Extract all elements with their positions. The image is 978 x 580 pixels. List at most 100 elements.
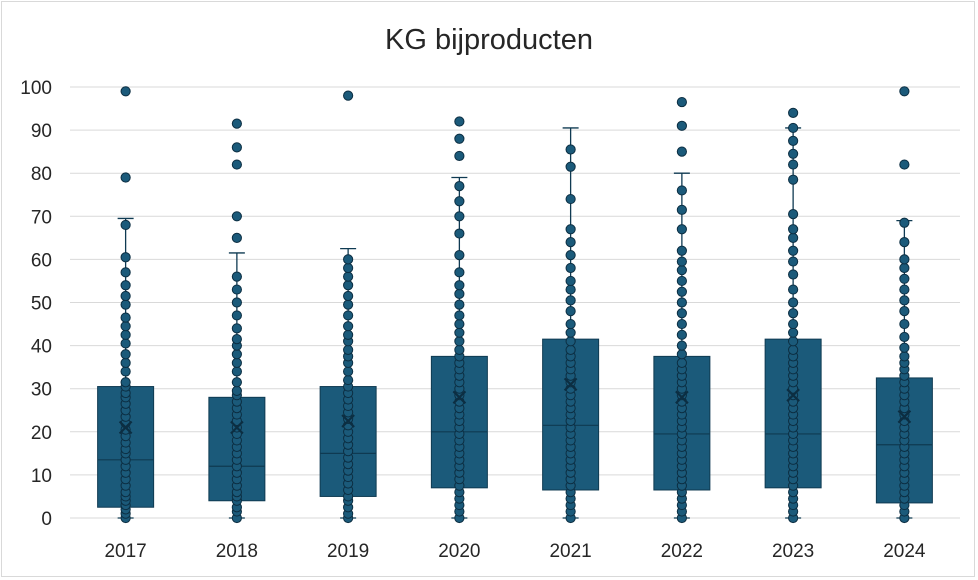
data-point-2021-30 [565,306,576,317]
data-point-2019-35 [343,262,354,274]
data-point-2018-29 [231,310,242,321]
data-point-2017-29 [120,329,131,340]
data-point-2020-31 [454,299,465,310]
data-point-2020-33 [454,280,465,291]
data-point-2017-32 [120,299,131,310]
data-point-2021-40 [565,144,576,155]
data-point-2018-34 [231,211,242,222]
data-point-2023-37 [788,224,799,235]
data-point-2018-32 [231,271,242,282]
mean-marker-2024 [897,409,912,424]
mean-marker-2020 [452,390,467,405]
box-2023 [764,107,822,524]
data-point-2019-33 [343,280,354,291]
data-point-2023-36 [788,232,799,243]
data-point-2023-26 [788,344,799,356]
data-point-2019-34 [343,271,354,282]
data-point-2020-30 [454,310,465,321]
data-point-2022-27 [676,329,687,340]
mean-marker-2021 [563,377,578,392]
data-point-2018-37 [231,118,242,129]
data-point-2023-41 [788,148,799,159]
x-tick-label-2023: 2023 [772,541,814,562]
data-point-2022-35 [676,245,687,256]
data-point-2022-31 [676,286,687,297]
mean-marker-2019 [341,414,355,428]
data-point-2018-36 [231,142,242,153]
box-2020 [430,116,488,524]
x-tick-label-2019: 2019 [327,541,369,562]
data-point-2022-26 [676,340,687,351]
data-point-2019-37 [343,90,354,101]
data-point-2024-34 [899,254,910,265]
y-axis-tick-labels: 0 10 20 30 40 50 60 70 80 90 100 [20,78,52,530]
data-point-2024-25 [899,351,910,362]
data-point-2023-40 [788,159,799,170]
data-point-2022-33 [676,265,687,276]
data-point-2021-38 [565,193,576,205]
data-point-2022-36 [676,224,687,235]
data-point-2020-40 [454,150,465,162]
data-point-2022-39 [676,146,687,157]
data-point-2019-32 [343,290,354,302]
data-point-2017-33 [120,290,131,302]
data-point-2017-38 [120,172,131,183]
data-point-2018-27 [231,334,242,345]
data-point-2021-26 [565,344,576,356]
data-point-2020-35 [454,249,465,261]
x-tick-label-2022: 2022 [661,541,703,562]
data-point-2022-29 [676,308,687,319]
x-tick-label-2024: 2024 [883,541,926,562]
data-point-2022-40 [676,120,687,131]
data-point-2020-42 [454,116,465,127]
data-point-2018-35 [231,159,242,170]
data-point-2022-25 [676,349,687,360]
box-2021 [542,127,600,524]
data-point-2020-34 [454,267,465,278]
data-point-2023-33 [788,269,799,280]
data-point-2024-26 [899,342,910,353]
data-point-2018-25 [231,349,242,360]
y-tick-label-100: 100 [20,78,52,99]
data-point-2017-28 [120,338,131,349]
data-point-2017-35 [120,267,131,278]
data-point-2020-27 [454,336,465,347]
data-point-2019-28 [343,329,354,340]
data-point-2021-29 [565,318,576,330]
data-point-2018-28 [231,323,242,334]
chart-title: KG bijproducten [385,24,593,56]
data-point-2023-32 [788,284,799,295]
data-point-2024-30 [899,295,910,306]
x-tick-label-2020: 2020 [438,541,480,562]
data-point-2023-27 [788,336,799,347]
data-point-2022-28 [676,318,687,330]
data-point-2021-39 [565,161,576,172]
data-point-2019-29 [343,321,354,332]
data-point-2019-23 [343,366,354,377]
data-point-2018-23 [231,366,242,377]
data-point-2023-39 [788,174,799,185]
data-point-2024-36 [899,217,910,228]
data-point-2018-31 [231,284,242,295]
data-point-2024-29 [899,306,910,317]
data-point-2019-31 [343,299,354,310]
data-point-2021-33 [565,275,576,287]
data-point-2024-28 [899,318,910,330]
data-point-2023-42 [788,135,799,146]
data-point-2023-44 [788,107,799,118]
data-point-2020-29 [454,318,465,330]
data-point-2024-35 [899,237,910,248]
data-point-2018-33 [231,232,242,243]
data-point-2020-36 [454,228,465,239]
data-point-2022-34 [676,256,687,267]
data-point-2021-27 [565,336,576,347]
data-point-2019-36 [343,254,354,265]
box-2017 [97,86,155,524]
x-tick-label-2021: 2021 [549,541,591,562]
box-series [97,86,933,524]
data-point-2021-32 [565,284,576,295]
data-point-2018-24 [231,357,242,368]
data-point-2024-33 [899,262,910,274]
x-axis-tick-labels: 2017 2018 2019 2020 2021 2022 2023 2024 [104,541,925,562]
